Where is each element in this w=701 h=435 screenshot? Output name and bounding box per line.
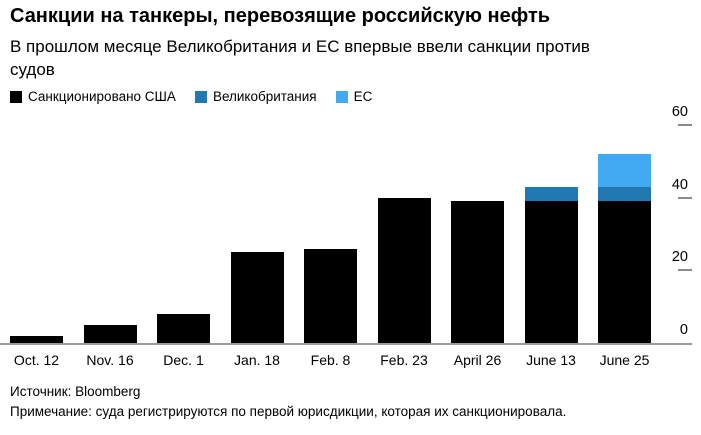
x-axis-label: Feb. 8	[310, 352, 351, 368]
y-axis-tick	[678, 269, 692, 272]
x-axis-label: Jan. 18	[234, 352, 280, 368]
legend-item-1: Великобритания	[194, 89, 317, 104]
legend-item-2: ЕС	[335, 89, 373, 104]
legend-swatch-icon	[10, 90, 22, 103]
legend-swatch-icon	[335, 90, 348, 103]
bar-segment-dec-1	[157, 313, 210, 343]
x-axis-label: Feb. 23	[380, 352, 428, 368]
chart-title: Санкции на танкеры, перевозящие российск…	[10, 5, 551, 27]
y-axis-label: 0	[679, 322, 688, 338]
legend-label: ЕС	[353, 89, 373, 104]
legend-swatch-icon	[194, 90, 207, 103]
bar-segment-nov-16	[83, 324, 137, 343]
y-axis-label: 20	[671, 249, 688, 266]
bar-segment-feb-8	[304, 248, 357, 343]
stacked-bar-chart: 0 20 40 60 Oct. 12 Nov. 16 Dec. 1 Jan. 18 Feb. 8…	[0, 104, 701, 370]
legend-item-0: Санкционировано США	[10, 89, 176, 104]
note-line: Примечание: суда регистрируются по перво…	[10, 404, 567, 419]
x-axis-label: June 13	[526, 352, 576, 368]
bar-segment-june-13	[524, 201, 578, 343]
x-axis-label: Oct. 12	[13, 352, 60, 368]
bar-segment-oct-12	[10, 335, 63, 343]
x-axis-line	[0, 343, 692, 345]
x-axis-label: April 26	[453, 352, 502, 368]
y-axis-label: 60	[671, 104, 688, 121]
bar-segment-april-26	[451, 201, 504, 343]
bar-segment-june-25	[598, 154, 651, 187]
source-line: Источник: Bloomberg	[10, 384, 141, 399]
y-axis-tick	[678, 196, 692, 199]
y-axis-tick	[678, 124, 692, 127]
legend-label: Санкционировано США	[28, 89, 176, 104]
bar-segment-feb-23	[377, 197, 431, 343]
chart-legend: Санкционировано США Великобритания ЕС	[10, 89, 372, 104]
bar-segment-june-25	[598, 186, 651, 202]
bar-segment-june-13	[524, 186, 578, 202]
y-axis-label: 40	[671, 176, 688, 193]
chart-footer: Источник: Bloomberg Примечание: суда рег…	[10, 382, 566, 422]
x-axis-label: June 25	[599, 352, 650, 368]
x-axis-label: Nov. 16	[86, 352, 134, 368]
bar-segment-jan-18	[230, 252, 284, 343]
legend-label: Великобритания	[212, 89, 317, 104]
bar-segment-june-25	[598, 201, 651, 343]
chart-subtitle: В прошлом месяце Великобритания и ЕС впе…	[10, 37, 590, 79]
x-axis-label: Dec. 1	[163, 352, 204, 368]
